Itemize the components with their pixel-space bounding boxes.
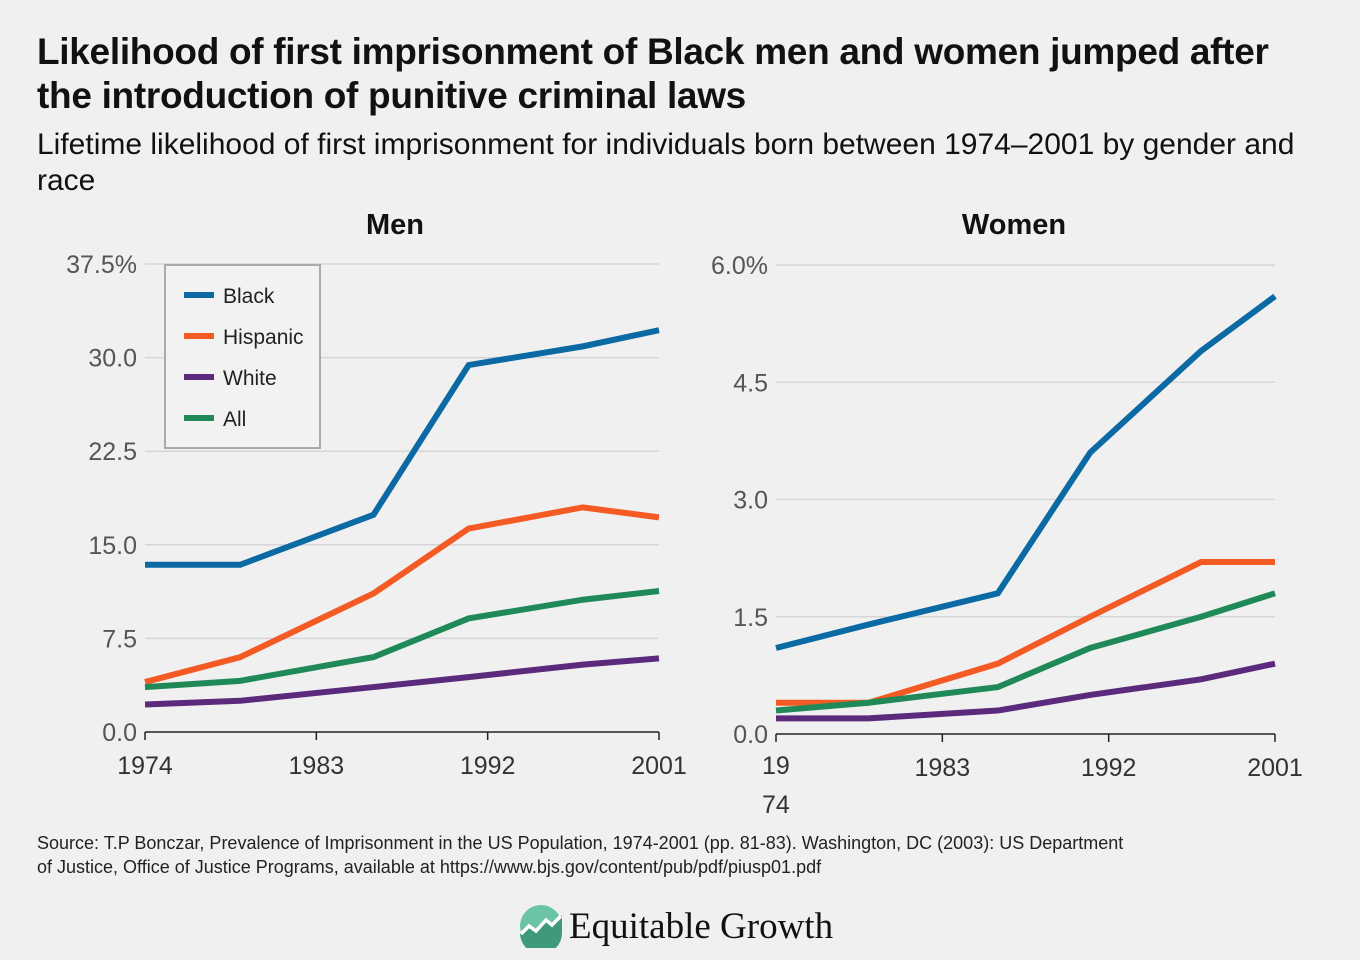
legend-label: White xyxy=(223,367,277,390)
equitable-growth-logo: Equitable Growth xyxy=(519,904,833,948)
y-tick-label: 0.0 xyxy=(733,721,768,749)
x-tick-label: 19 xyxy=(762,752,790,780)
logo-icon xyxy=(519,905,563,948)
y-tick-label: 6.0% xyxy=(711,252,768,280)
legend-label: Black xyxy=(223,285,275,308)
x-tick-label: 1974 xyxy=(117,752,173,780)
y-tick-label: 22.5 xyxy=(88,438,137,466)
y-tick-label: 1.5 xyxy=(733,604,768,632)
y-tick-label: 3.0 xyxy=(733,487,768,515)
x-tick-label: 74 xyxy=(762,791,790,819)
series-line-black xyxy=(775,293,1277,651)
panel-title: Women xyxy=(962,209,1066,241)
x-tick-label: 1983 xyxy=(915,754,971,782)
chart-title: Likelihood of first imprisonment of Blac… xyxy=(37,31,1269,116)
series-line-hispanic xyxy=(144,504,660,685)
logo-text: Equitable Growth xyxy=(569,905,834,947)
y-tick-label: 7.5 xyxy=(102,625,137,653)
x-tick-label: 2001 xyxy=(631,752,687,780)
series-line-all xyxy=(775,590,1276,714)
x-tick-label: 1983 xyxy=(289,752,345,780)
x-tick-label: 2001 xyxy=(1247,754,1303,782)
series-line-black xyxy=(145,327,660,568)
series-line-white xyxy=(776,660,1276,722)
series-line-all xyxy=(144,587,660,691)
chart-subtitle: Lifetime likelihood of first imprisonmen… xyxy=(37,128,1295,197)
legend-label: Hispanic xyxy=(223,326,304,349)
y-tick-label: 4.5 xyxy=(733,369,768,397)
source-note: Source: T.P Bonczar, Prevalence of Impri… xyxy=(37,833,1124,877)
y-tick-label: 30.0 xyxy=(88,345,137,373)
x-tick-label: 1992 xyxy=(460,752,516,780)
y-tick-label: 37.5% xyxy=(66,251,137,279)
legend-label: All xyxy=(223,408,246,431)
y-tick-label: 15.0 xyxy=(88,532,137,560)
panel-title: Men xyxy=(366,209,424,241)
series-line-white xyxy=(144,655,660,708)
x-tick-label: 1992 xyxy=(1081,754,1137,782)
y-tick-label: 0.0 xyxy=(102,719,137,747)
